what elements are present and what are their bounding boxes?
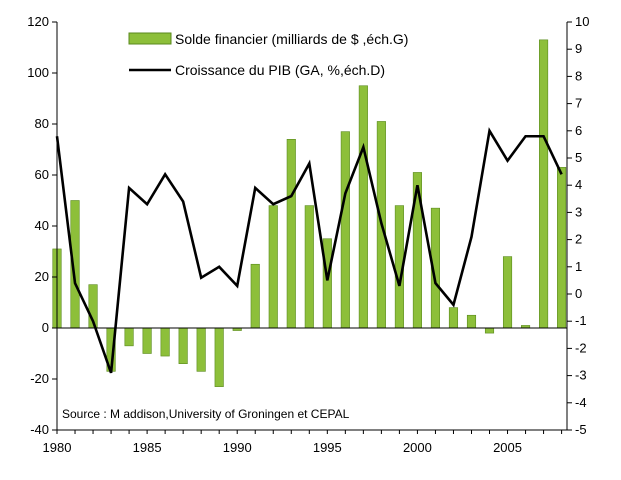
legend-bar-swatch [128,32,172,45]
bar-1987 [178,327,188,365]
right-tick-label--2: -2 [575,340,587,355]
bar-2007 [539,39,549,329]
bar-1995 [322,238,332,329]
bar-2004 [484,327,495,334]
right-tick-label-5: 5 [575,150,582,165]
right-tick-label-3: 3 [575,204,582,219]
right-tick-label-8: 8 [575,68,582,83]
right-tick-label-0: 0 [575,286,582,301]
left-tick-label-80: 80 [35,116,49,131]
left-tick-label-100: 100 [27,65,49,80]
bar-1992 [268,205,278,329]
right-tick-label-9: 9 [575,41,582,56]
axes: -40 -20 0 20 40 60 80 100 120 -5 -4 -3 -2 -1 0 1 2 3 4 5 6 7 8… [27,14,589,455]
left-tick-label-120: 120 [27,14,49,29]
legend: Solde financier (milliards de $ ,éch.G) … [128,31,408,78]
bar-1997 [358,85,368,329]
bar-1994 [304,205,314,329]
x-tick-label-2000: 2000 [403,440,432,455]
right-tick-label-2: 2 [575,232,582,247]
bar-2005 [502,256,513,329]
right-tick-label-1: 1 [575,259,582,274]
x-tick-label-1985: 1985 [133,440,162,455]
bar-1993 [286,139,296,329]
bar-1986 [160,327,170,357]
right-tick-label--5: -5 [575,422,587,437]
x-tick-label-1980: 1980 [43,440,72,455]
right-tick-label-7: 7 [575,96,582,111]
right-tick-label--4: -4 [575,395,587,410]
bar-2003 [466,314,477,329]
right-tick-label-10: 10 [575,14,589,29]
bar-series [52,39,567,387]
legend-label-line: Croissance du PIB (GA, %,éch.D) [175,62,385,78]
bar-1991 [250,263,260,329]
left-tick-label-40: 40 [35,218,49,233]
right-tick-label--3: -3 [575,368,587,383]
left-tick-label-60: 60 [35,167,49,182]
right-tick-label-4: 4 [575,177,582,192]
bar-1984 [124,327,134,347]
bar-1996 [340,131,350,329]
line-series-layer [55,127,563,374]
x-tick-label-1995: 1995 [313,440,342,455]
bar-1985 [142,327,152,354]
right-tick-label--1: -1 [575,313,587,328]
left-tick-label--40: -40 [30,422,49,437]
bar-1989 [214,327,224,387]
source-annotation: Source : M addison,University of Groning… [62,407,350,421]
x-tick-label-2005: 2005 [493,440,522,455]
legend-label-bars: Solde financier (milliards de $ ,éch.G) [175,31,408,47]
bar-2008 [557,167,567,329]
left-tick-label-0: 0 [42,320,49,335]
left-tick-label--20: -20 [30,371,49,386]
bar-1988 [196,327,206,372]
x-tick-label-1990: 1990 [223,440,252,455]
bar-2002 [448,307,459,329]
right-tick-label-6: 6 [575,123,582,138]
left-tick-label-20: 20 [35,269,49,284]
